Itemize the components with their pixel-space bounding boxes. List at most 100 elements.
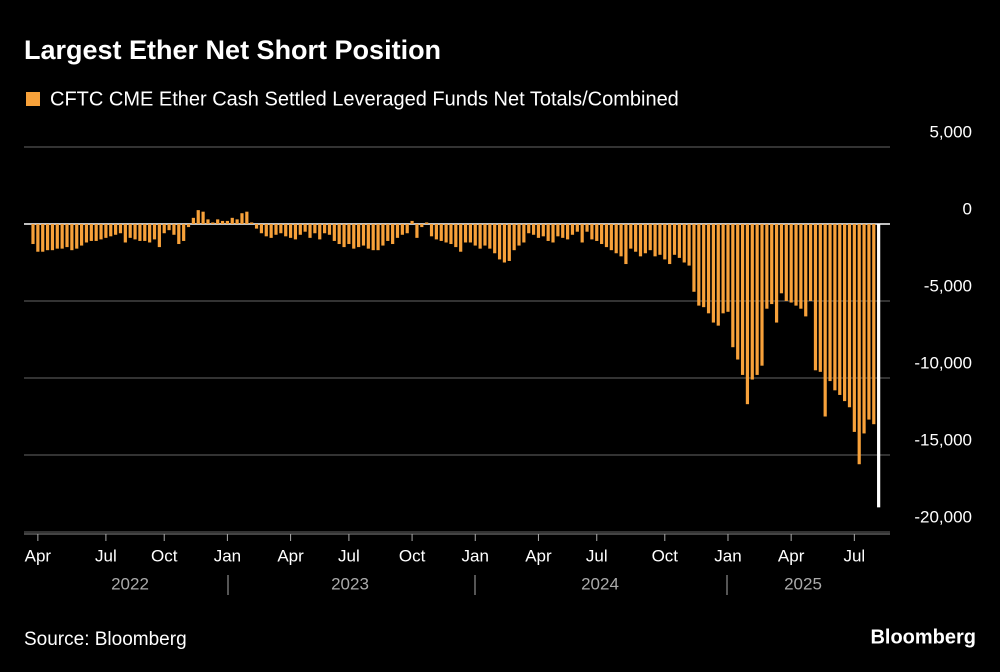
bar [784, 224, 788, 301]
bar [706, 224, 711, 314]
bar [774, 224, 779, 323]
bar [779, 224, 784, 294]
bar [687, 224, 691, 266]
legend-swatch [26, 92, 40, 106]
bar [128, 224, 132, 238]
bar [468, 224, 472, 243]
bar [425, 222, 429, 224]
bar [668, 224, 672, 265]
x-tick-label: Jul [338, 546, 360, 565]
bar [789, 224, 793, 303]
bar [473, 224, 477, 246]
bar [152, 224, 157, 240]
bar [313, 224, 317, 234]
bar [638, 224, 643, 257]
bar [352, 224, 356, 249]
bar [745, 224, 750, 405]
bar [177, 224, 181, 245]
bar [259, 224, 264, 234]
bar [672, 224, 677, 255]
bar [293, 224, 298, 240]
bar [522, 224, 526, 243]
bar [75, 224, 79, 249]
x-tick-label: Oct [399, 546, 426, 565]
bar [386, 224, 390, 241]
bar [410, 220, 414, 224]
bar [595, 224, 599, 241]
bar [182, 224, 186, 241]
bar [643, 224, 647, 254]
bar [512, 224, 516, 251]
bar [391, 224, 395, 245]
bar [580, 224, 584, 243]
x-tick-label: Jan [214, 546, 241, 565]
y-tick-label: -20,000 [914, 507, 972, 526]
y-tick-label: 0 [963, 199, 972, 218]
x-tick-label: Apr [778, 546, 805, 565]
bar [770, 224, 774, 305]
x-tick-label: Oct [652, 546, 679, 565]
bar [711, 224, 715, 323]
bar [157, 224, 161, 248]
bar [298, 224, 302, 235]
bar [240, 213, 244, 224]
legend-label: CFTC CME Ether Cash Settled Leveraged Fu… [50, 88, 679, 110]
bar [444, 224, 448, 243]
bar [653, 224, 657, 257]
bar [546, 224, 550, 241]
bar [760, 224, 764, 366]
bar [682, 224, 686, 263]
bar [89, 224, 93, 241]
bar [716, 224, 720, 326]
bar [590, 224, 594, 240]
bar [405, 224, 409, 234]
bar [439, 224, 443, 241]
chart-title: Largest Ether Net Short Position [24, 35, 441, 65]
bar [493, 224, 497, 254]
bar [483, 224, 487, 246]
bar [614, 224, 618, 254]
bar [731, 224, 735, 348]
bar [288, 224, 293, 238]
bar [454, 224, 458, 248]
bar [634, 224, 638, 252]
bar [186, 224, 191, 228]
year-label: 2022 [111, 574, 149, 593]
brand: Bloomberg [870, 626, 976, 648]
y-tick-label: -10,000 [914, 353, 972, 372]
bar [488, 224, 492, 249]
year-label: 2023 [331, 574, 369, 593]
bar [702, 224, 706, 308]
bar [250, 222, 254, 224]
bar [527, 224, 531, 234]
bar [575, 224, 579, 232]
x-tick-label: Jul [95, 546, 117, 565]
x-tick-label: Jan [714, 546, 741, 565]
bar [828, 224, 832, 382]
bar [517, 224, 521, 246]
bar [366, 224, 370, 249]
bar [692, 224, 696, 292]
bar [269, 224, 273, 238]
source: Source: Bloomberg [24, 629, 187, 650]
x-tick-label: Jan [462, 546, 489, 565]
bar [172, 224, 176, 235]
bar [235, 219, 239, 224]
bar [191, 217, 195, 224]
x-tick-label: Apr [277, 546, 304, 565]
bar [823, 224, 827, 417]
y-tick-label: 5,000 [929, 122, 972, 141]
bar [604, 224, 609, 248]
bar [541, 224, 545, 237]
bar [843, 224, 847, 402]
bar [264, 224, 268, 237]
year-label: 2025 [784, 574, 822, 593]
bar [211, 222, 215, 224]
bar [755, 224, 759, 375]
bar [31, 224, 35, 245]
bar [318, 224, 322, 240]
bar [585, 224, 589, 232]
bar [323, 224, 327, 234]
bar [420, 224, 424, 228]
